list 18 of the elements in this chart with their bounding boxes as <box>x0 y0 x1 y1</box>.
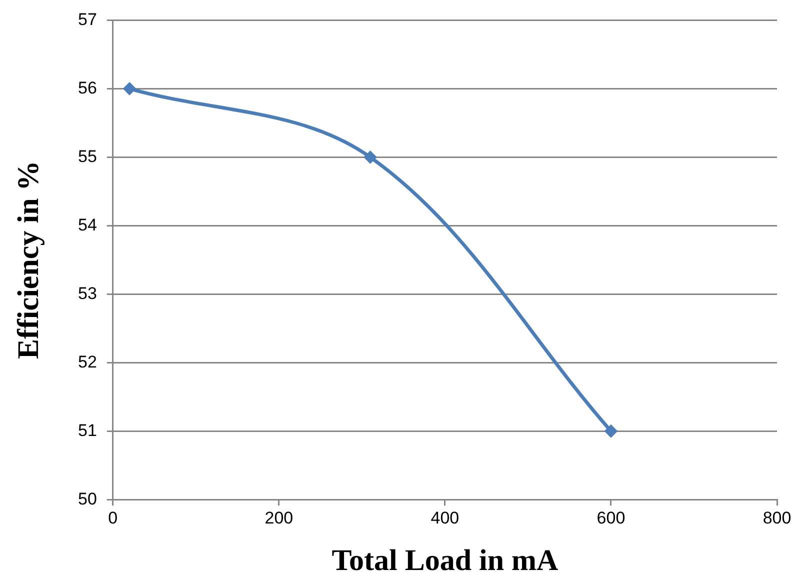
y-axis-title: Efficiency in % <box>12 160 45 360</box>
y-tick-label: 52 <box>78 352 97 372</box>
y-tick-label: 53 <box>78 284 97 303</box>
point <box>364 150 377 164</box>
x-tick-label: 800 <box>762 508 792 528</box>
y-tick-label: 55 <box>78 146 97 166</box>
point <box>604 424 618 438</box>
x-tick-label: 200 <box>264 508 294 528</box>
x-tick-label: 600 <box>596 508 626 528</box>
point <box>123 82 136 96</box>
y-tick-label: 50 <box>78 489 97 508</box>
x-tick-label: 0 <box>108 508 118 528</box>
x-axis-title: Total Load in mA <box>332 544 559 577</box>
y-tick-label: 57 <box>78 10 97 29</box>
y-tick-label: 51 <box>78 420 97 440</box>
y-tick-label: 54 <box>78 215 97 234</box>
y-tick-label: 56 <box>78 78 97 98</box>
x-tick-label: 400 <box>430 508 460 528</box>
